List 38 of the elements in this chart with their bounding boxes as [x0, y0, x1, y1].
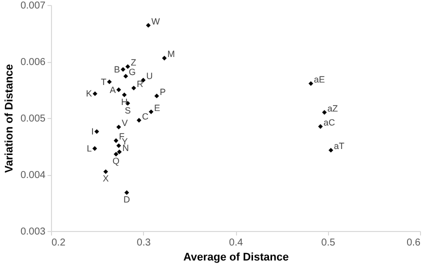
annotation: aZ [327, 103, 338, 114]
y-tick-label: 0.007 [20, 0, 46, 12]
annotation: Q [112, 156, 120, 166]
y-tick-label: 0.005 [20, 114, 46, 124]
annotation: Z [130, 58, 137, 68]
y-axis-title: Variation of Distance [3, 64, 16, 173]
annotation: T [100, 76, 107, 87]
x-tick-label: 0.4 [229, 238, 244, 248]
annotation: aC [323, 117, 336, 128]
annotation: S [124, 105, 131, 116]
annotation: K [86, 88, 92, 99]
annotation: N [122, 142, 129, 153]
annotation: aT [334, 141, 345, 152]
annotation: M [167, 49, 175, 60]
annotation: V [122, 118, 128, 128]
y-tick-label: 0.003 [20, 226, 46, 238]
annotation: D [123, 194, 130, 205]
annotation: G [128, 67, 136, 78]
annotation: U [146, 71, 153, 82]
annotation: R [136, 79, 144, 90]
annotation: H [121, 96, 128, 107]
annotation: C [142, 111, 150, 122]
annotation: L [86, 144, 92, 154]
y-tick-label: 0.006 [20, 57, 46, 68]
annotation: aE [314, 74, 325, 85]
x-tick-label: 0.3 [136, 238, 152, 248]
annotation: E [154, 102, 160, 113]
annotation: X [102, 174, 109, 184]
annotation: I [91, 126, 94, 137]
y-tick-label: 0.004 [20, 170, 46, 181]
annotation: A [110, 84, 116, 95]
x-tick-label: 0.5 [321, 238, 336, 248]
annotation: W [151, 16, 160, 26]
annotation: P [160, 86, 166, 97]
annotation: B [114, 64, 120, 74]
x-tick-label: 0.6 [406, 238, 421, 248]
x-axis-title: Average of Distance [183, 252, 289, 264]
x-tick-label: 0.2 [52, 238, 66, 248]
